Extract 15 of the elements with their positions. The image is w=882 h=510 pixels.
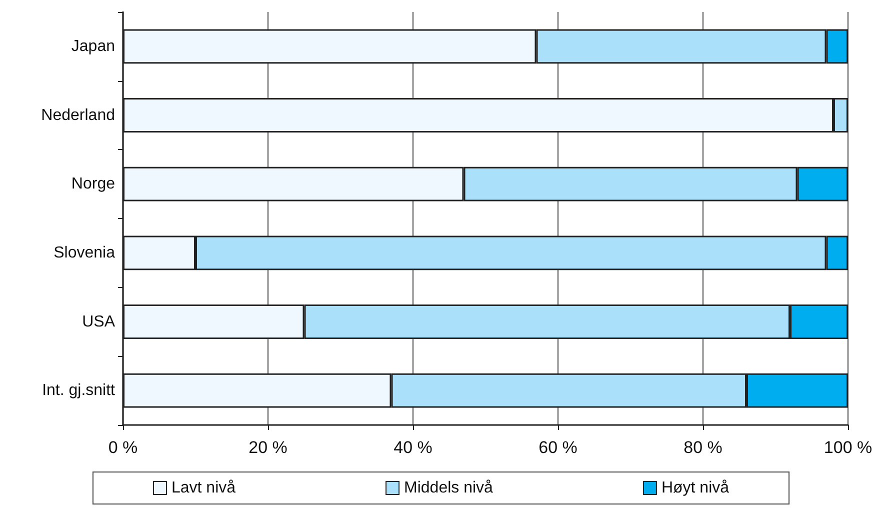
x-tick-label: 80 % xyxy=(684,438,722,457)
legend-label: Høyt nivå xyxy=(661,480,730,496)
legend-label: Lavt nivå xyxy=(171,480,236,496)
y-tick-label: USA xyxy=(82,313,116,330)
legend-label: Middels nivå xyxy=(404,480,494,496)
x-tick-label: 0 % xyxy=(108,438,138,457)
y-tick-label: Int. gj.snitt xyxy=(42,382,116,400)
y-tick-label: Norge xyxy=(71,176,116,193)
y-tick-label: Slovenia xyxy=(54,244,116,262)
x-tick-label: 40 % xyxy=(394,438,432,457)
x-tick-label: 100 % xyxy=(824,438,872,457)
y-tick-label: Nederland xyxy=(41,106,115,124)
x-tick-label: 60 % xyxy=(538,438,578,457)
x-tick-label: 20 % xyxy=(248,438,288,457)
y-tick-label: Japan xyxy=(71,38,115,55)
